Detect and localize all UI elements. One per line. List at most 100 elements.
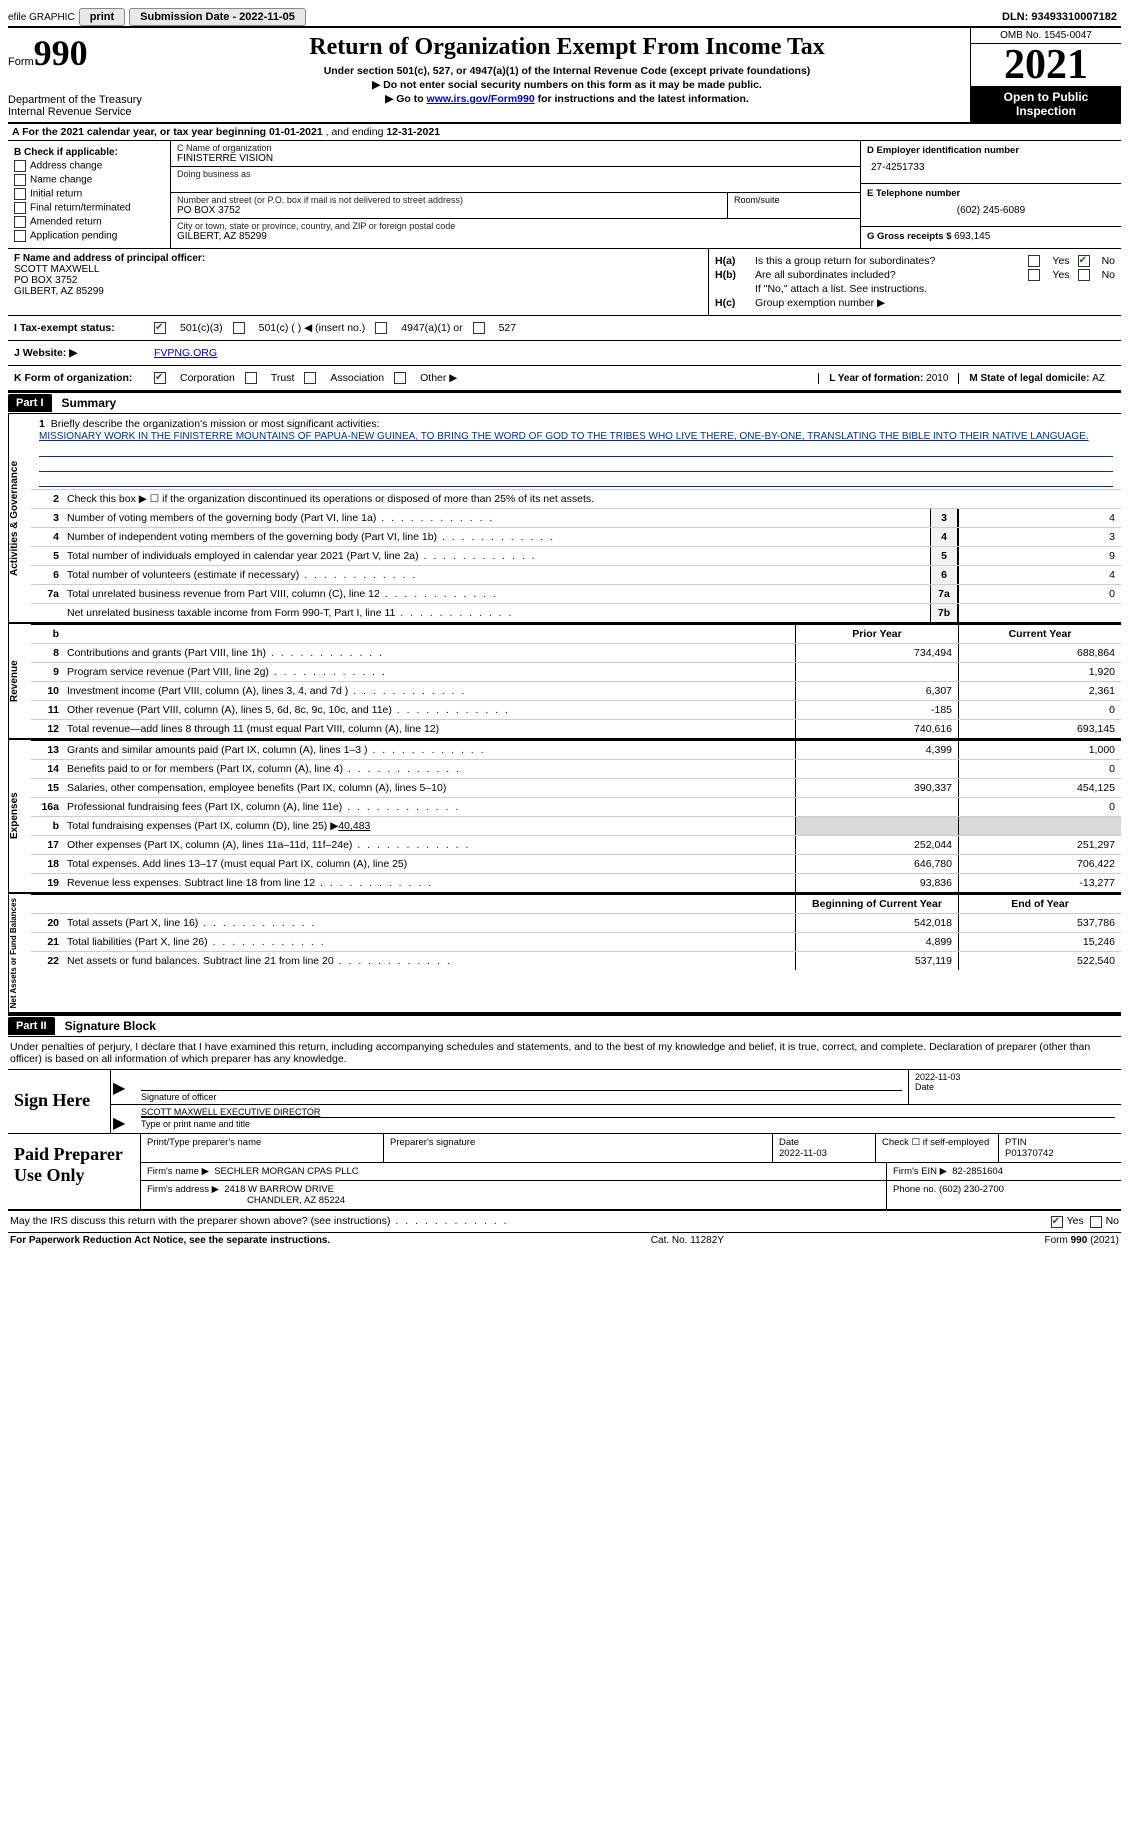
chk-527[interactable]	[473, 322, 485, 334]
chk-4947[interactable]	[375, 322, 387, 334]
line-12: Total revenue—add lines 8 through 11 (mu…	[63, 720, 795, 738]
room-suite-label: Room/suite	[728, 193, 860, 218]
form-word: Form	[8, 56, 34, 68]
hb-yes[interactable]	[1028, 269, 1040, 281]
part-i-header: Part I Summary	[8, 391, 1121, 414]
line-16a: Professional fundraising fees (Part IX, …	[63, 798, 795, 816]
phone-label: E Telephone number	[867, 188, 1115, 199]
chk-501c3[interactable]	[154, 322, 166, 334]
firm-ein-label: Firm's EIN ▶	[893, 1166, 947, 1177]
val-4: 3	[958, 528, 1121, 546]
ha-no[interactable]	[1078, 255, 1090, 267]
c18: 706,422	[958, 855, 1121, 873]
hb-text: Are all subordinates included?	[755, 269, 1028, 281]
dept-treasury: Department of the Treasury	[8, 94, 158, 106]
chk-name-change[interactable]	[14, 174, 26, 186]
dba-label: Doing business as	[177, 169, 854, 179]
line-7b: Net unrelated business taxable income fr…	[63, 604, 930, 622]
vlabel-revenue: Revenue	[8, 624, 31, 738]
print-button[interactable]: print	[79, 8, 125, 26]
firm-name-label: Firm's name ▶	[147, 1166, 209, 1177]
val-3: 4	[958, 509, 1121, 527]
line-7a: Total unrelated business revenue from Pa…	[63, 585, 930, 603]
top-toolbar: efile GRAPHIC print Submission Date - 20…	[8, 8, 1121, 28]
tax-year: 2021	[971, 44, 1121, 86]
section-net-assets: Net Assets or Fund Balances Beginning of…	[8, 894, 1121, 1014]
chk-assoc[interactable]	[304, 372, 316, 384]
line-16b: Total fundraising expenses (Part IX, col…	[63, 817, 795, 835]
irs-link[interactable]: www.irs.gov/Form990	[427, 93, 535, 105]
chk-initial-return[interactable]	[14, 188, 26, 200]
entity-block: B Check if applicable: Address change Na…	[8, 141, 1121, 249]
discuss-no[interactable]	[1090, 1216, 1102, 1228]
p19: 93,836	[795, 874, 958, 892]
line-14: Benefits paid to or for members (Part IX…	[63, 760, 795, 778]
officer-addr1: PO BOX 3752	[14, 275, 702, 286]
dba-value	[177, 179, 854, 190]
col-beginning: Beginning of Current Year	[795, 895, 958, 913]
hb-note: If "No," attach a list. See instructions…	[755, 283, 1115, 295]
val-7a: 0	[958, 585, 1121, 603]
footer-right: Form 990 (2021)	[1045, 1235, 1119, 1246]
chk-final-return[interactable]	[14, 202, 26, 214]
prep-date-label: Date	[779, 1137, 799, 1148]
c9: 1,920	[958, 663, 1121, 681]
section-revenue: Revenue bPrior YearCurrent Year 8Contrib…	[8, 624, 1121, 740]
fh-block: F Name and address of principal officer:…	[8, 249, 1121, 316]
p9	[795, 663, 958, 681]
col-b-head: B Check if applicable:	[14, 147, 164, 158]
vlabel-net-assets: Net Assets or Fund Balances	[8, 894, 31, 1012]
chk-application-pending[interactable]	[14, 230, 26, 242]
state-domicile: AZ	[1092, 373, 1105, 384]
sign-here-label: Sign Here	[8, 1070, 111, 1133]
efile-label: efile GRAPHIC	[8, 12, 75, 23]
sign-here-block: Sign Here ▶ Signature of officer 2022-11…	[8, 1069, 1121, 1134]
line-8: Contributions and grants (Part VIII, lin…	[63, 644, 795, 662]
p21: 4,899	[795, 933, 958, 951]
submission-button[interactable]: Submission Date - 2022-11-05	[129, 8, 306, 26]
chk-other[interactable]	[394, 372, 406, 384]
vlabel-ag: Activities & Governance	[8, 414, 31, 622]
c19: -13,277	[958, 874, 1121, 892]
header-left: Form990 Department of the Treasury Inter…	[8, 28, 164, 122]
discuss-yes[interactable]	[1051, 1216, 1063, 1228]
p15: 390,337	[795, 779, 958, 797]
line-13: Grants and similar amounts paid (Part IX…	[63, 741, 795, 759]
sig-date-label: Date	[915, 1082, 1115, 1092]
dln: DLN: 93493310007182	[1002, 11, 1121, 23]
c17: 251,297	[958, 836, 1121, 854]
hc-text: Group exemption number ▶	[755, 297, 1115, 309]
c15: 454,125	[958, 779, 1121, 797]
ha-yes[interactable]	[1028, 255, 1040, 267]
section-activities-governance: Activities & Governance 1 Briefly descri…	[8, 414, 1121, 624]
chk-corp[interactable]	[154, 372, 166, 384]
paid-preparer-block: Paid Preparer Use Only Print/Type prepar…	[8, 1134, 1121, 1211]
phone-value: (602) 245-6089	[867, 199, 1115, 222]
sig-name-label: Type or print name and title	[141, 1117, 1115, 1129]
p12: 740,616	[795, 720, 958, 738]
officer-addr2: GILBERT, AZ 85299	[14, 286, 702, 297]
p18: 646,780	[795, 855, 958, 873]
line-18: Total expenses. Add lines 13–17 (must eq…	[63, 855, 795, 873]
chk-address-change[interactable]	[14, 160, 26, 172]
c10: 2,361	[958, 682, 1121, 700]
mission-text: MISSIONARY WORK IN THE FINISTERRE MOUNTA…	[39, 431, 1089, 442]
street-label: Number and street (or P.O. box if mail i…	[177, 195, 721, 205]
line-21: Total liabilities (Part X, line 26)	[63, 933, 795, 951]
chk-501c[interactable]	[233, 322, 245, 334]
brief-label: Briefly describe the organization's miss…	[51, 418, 380, 430]
line-10: Investment income (Part VIII, column (A)…	[63, 682, 795, 700]
hb-no[interactable]	[1078, 269, 1090, 281]
form-header: Form990 Department of the Treasury Inter…	[8, 28, 1121, 124]
website-link[interactable]: FVPNG.ORG	[154, 347, 217, 359]
prep-print-label: Print/Type preparer's name	[147, 1137, 377, 1148]
officer-label: F Name and address of principal officer:	[14, 253, 702, 264]
paid-preparer-label: Paid Preparer Use Only	[8, 1134, 141, 1209]
col-prior-year: Prior Year	[795, 625, 958, 643]
firm-addr-label: Firm's address ▶	[147, 1184, 219, 1195]
c16b-shaded	[958, 817, 1121, 835]
val-7b	[958, 604, 1121, 622]
line-20: Total assets (Part X, line 16)	[63, 914, 795, 932]
chk-amended[interactable]	[14, 216, 26, 228]
chk-trust[interactable]	[245, 372, 257, 384]
